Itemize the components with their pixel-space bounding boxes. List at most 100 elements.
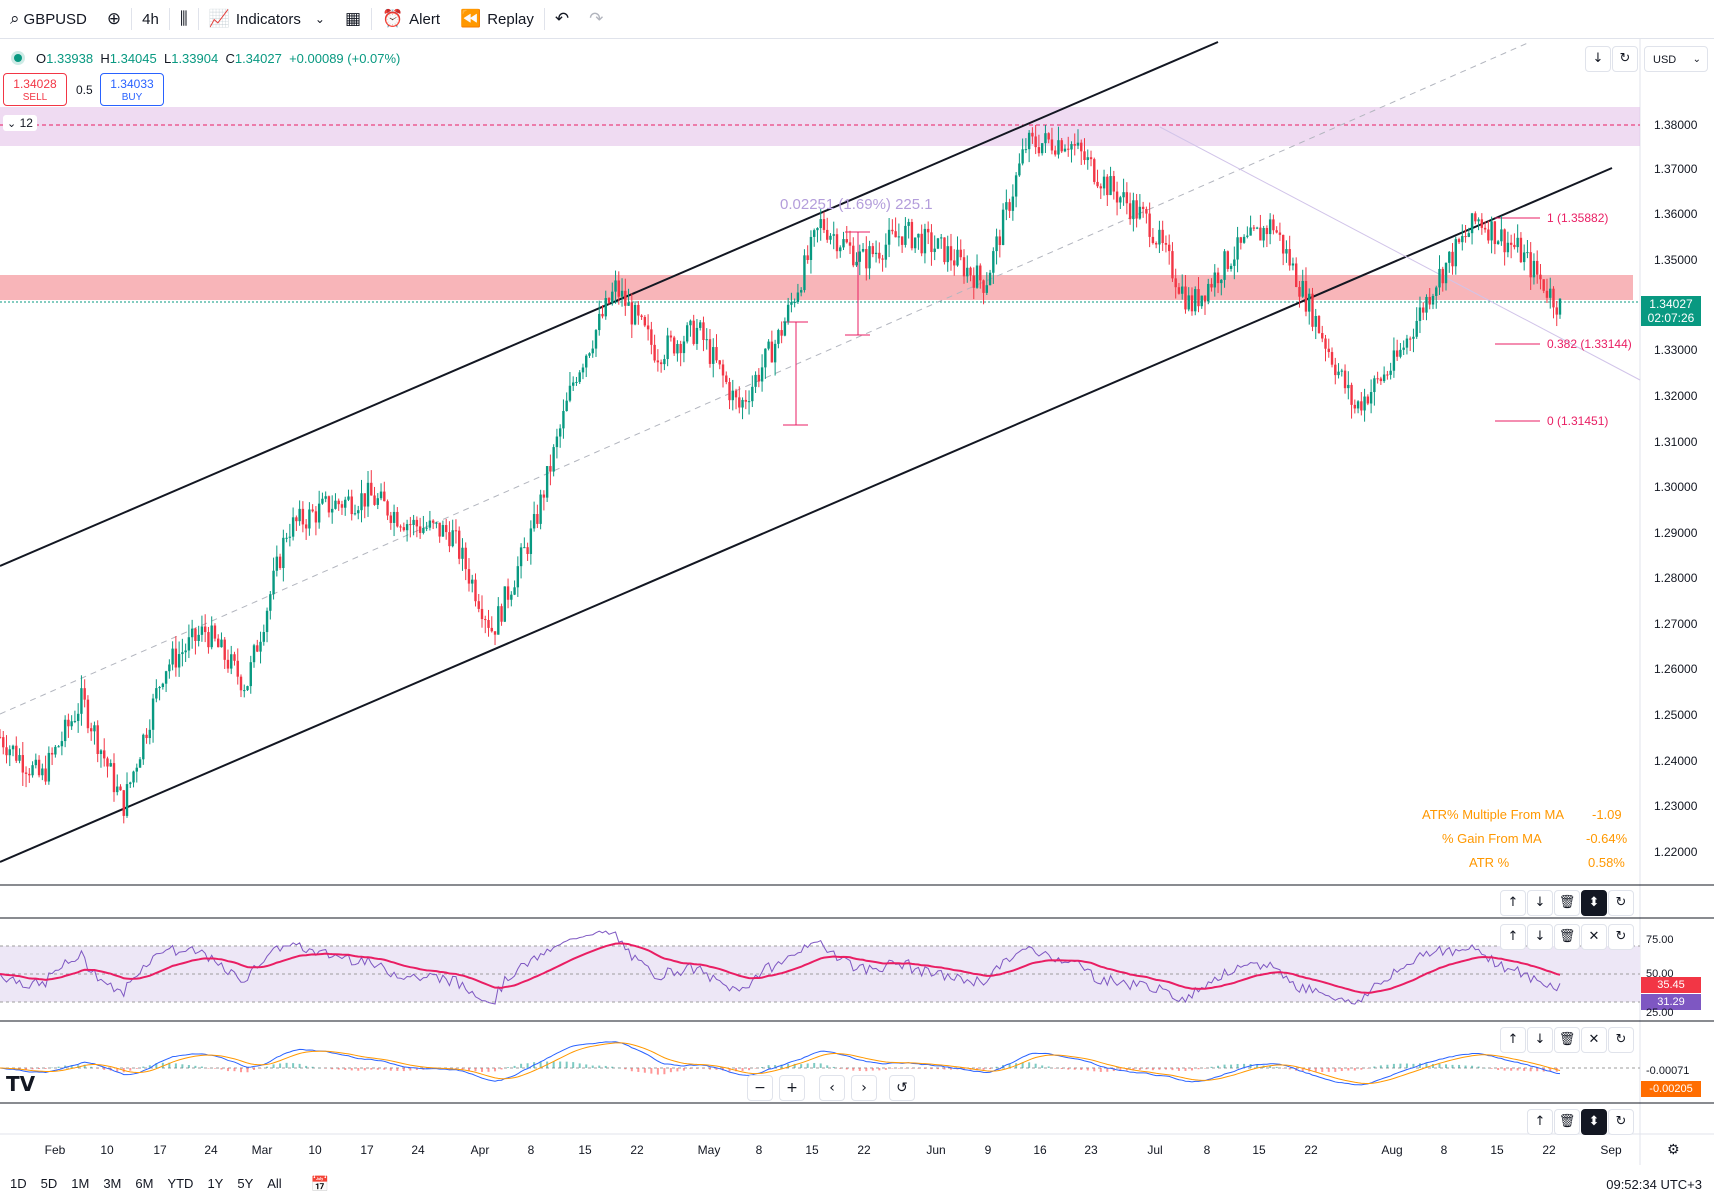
calendar-icon[interactable]: 📅: [310, 1174, 330, 1193]
candle-body: [44, 768, 47, 782]
candle-body: [699, 322, 702, 328]
macd-move-up-button[interactable]: ↑: [1500, 1027, 1526, 1053]
candle-body: [1050, 139, 1054, 151]
indicators-button[interactable]: 📈 Indicators ⌄: [199, 0, 335, 38]
candle-body: [1490, 221, 1493, 241]
macd-bar: [982, 1068, 985, 1070]
candle-body: [11, 745, 15, 750]
move-pane-up-button[interactable]: ↑: [1500, 890, 1526, 916]
reset-chart-button[interactable]: ↺: [889, 1075, 915, 1101]
macd-bar: [1184, 1068, 1187, 1071]
replay-button[interactable]: ⏪ Replay: [450, 0, 544, 38]
candle-body: [581, 367, 585, 373]
macd-bar: [1464, 1065, 1467, 1068]
rsi-delete-button[interactable]: 🗑: [1554, 924, 1580, 950]
range-button-1y[interactable]: 1Y: [207, 1176, 224, 1191]
compare-button[interactable]: ⊕: [97, 0, 131, 38]
candle-body: [503, 586, 507, 622]
symbol-search[interactable]: ⌕ GBPUSD: [0, 0, 97, 38]
candle-body: [663, 359, 666, 365]
chart-type-button[interactable]: ⫼: [170, 0, 198, 38]
templates-button[interactable]: ▦: [335, 0, 371, 38]
candle-body: [962, 257, 966, 277]
zoom-in-button[interactable]: +: [779, 1075, 805, 1101]
rsi-collapse-button[interactable]: ✕: [1581, 924, 1607, 950]
candle-body: [816, 228, 819, 231]
time-axis-label: 8: [1440, 1143, 1448, 1157]
candle-body: [1539, 274, 1542, 280]
chevron-down-icon[interactable]: ⌄: [314, 12, 325, 26]
sync-button[interactable]: ↻: [1612, 46, 1638, 72]
rsi-settings-button[interactable]: ↻: [1608, 924, 1634, 950]
candle-body: [1024, 149, 1028, 151]
sell-price: 1.34028: [13, 77, 57, 91]
redo-button[interactable]: ↷: [579, 0, 613, 38]
candle-body: [194, 628, 197, 641]
range-button-all[interactable]: All: [267, 1176, 282, 1191]
macd-bar: [1008, 1064, 1011, 1068]
range-button-1d[interactable]: 1D: [10, 1176, 27, 1191]
candle-body: [282, 537, 285, 569]
price-axis-label: 1.27000: [1654, 617, 1698, 631]
candle-body: [591, 348, 594, 354]
macd-bar: [1190, 1068, 1193, 1071]
pane-move-up-button[interactable]: ↑: [1527, 1109, 1553, 1135]
zoom-out-button[interactable]: −: [747, 1075, 773, 1101]
macd-settings-button[interactable]: ↻: [1608, 1027, 1634, 1053]
buy-button[interactable]: 1.34033 BUY: [100, 73, 164, 106]
download-button[interactable]: ↓: [1585, 46, 1611, 72]
candle-body: [1477, 219, 1480, 222]
macd-delete-button[interactable]: 🗑: [1554, 1027, 1580, 1053]
collapse-indicators-button[interactable]: ⌄ 12: [3, 115, 37, 131]
candle-body: [1334, 364, 1337, 376]
candle-body: [415, 519, 419, 527]
rsi-move-up-button[interactable]: ↑: [1500, 924, 1526, 950]
candle-body: [803, 255, 806, 291]
candle-body: [47, 752, 51, 782]
candle-body: [1327, 348, 1330, 353]
range-button-5y[interactable]: 5Y: [237, 1176, 254, 1191]
scroll-left-button[interactable]: ‹: [819, 1075, 845, 1101]
move-pane-down-button[interactable]: ↓: [1527, 890, 1553, 916]
scroll-right-button[interactable]: ›: [851, 1075, 877, 1101]
macd-bar: [1399, 1063, 1402, 1068]
delete-pane-button[interactable]: 🗑: [1554, 890, 1580, 916]
candle-body: [207, 632, 210, 648]
stat-label: % Gain From MA: [1442, 831, 1542, 846]
pane-maximize-button[interactable]: ⬍: [1581, 1109, 1607, 1135]
candle-body: [148, 729, 152, 739]
candle-body: [1480, 219, 1484, 228]
sell-button[interactable]: 1.34028 SELL: [3, 73, 67, 106]
range-button-1m[interactable]: 1M: [71, 1176, 90, 1191]
pane-delete-button[interactable]: 🗑: [1554, 1109, 1580, 1135]
candle-body: [702, 322, 705, 340]
pane-settings-button[interactable]: ↻: [1608, 890, 1634, 916]
candle-body: [708, 339, 712, 364]
candle-body: [1285, 249, 1288, 254]
pane-refresh-button[interactable]: ↻: [1608, 1109, 1634, 1135]
maximize-pane-button[interactable]: ⬍: [1581, 890, 1607, 916]
macd-bar: [25, 1068, 28, 1070]
macd-collapse-button[interactable]: ✕: [1581, 1027, 1607, 1053]
candle-body: [1268, 219, 1272, 235]
range-button-ytd[interactable]: YTD: [167, 1176, 194, 1191]
candle-body: [1236, 237, 1239, 260]
range-button-6m[interactable]: 6M: [135, 1176, 154, 1191]
macd-bar: [735, 1068, 738, 1072]
candle-body: [125, 784, 129, 816]
candle-body: [493, 631, 497, 635]
range-button-5d[interactable]: 5D: [40, 1176, 58, 1191]
settings-gear-icon[interactable]: ⚙: [1667, 1142, 1680, 1158]
interval-button[interactable]: 4h: [142, 10, 159, 28]
macd-move-down-button[interactable]: ↓: [1527, 1027, 1553, 1053]
range-button-3m[interactable]: 3M: [103, 1176, 122, 1191]
undo-button[interactable]: ↶: [545, 0, 579, 38]
candle-body: [236, 660, 239, 677]
rsi-move-down-button[interactable]: ↓: [1527, 924, 1553, 950]
candle-body: [910, 221, 914, 249]
alert-button[interactable]: ⏰ Alert: [372, 0, 450, 38]
candle-body: [412, 519, 415, 525]
currency-select[interactable]: USD ⌄: [1644, 46, 1708, 72]
candle-body: [1516, 237, 1519, 248]
